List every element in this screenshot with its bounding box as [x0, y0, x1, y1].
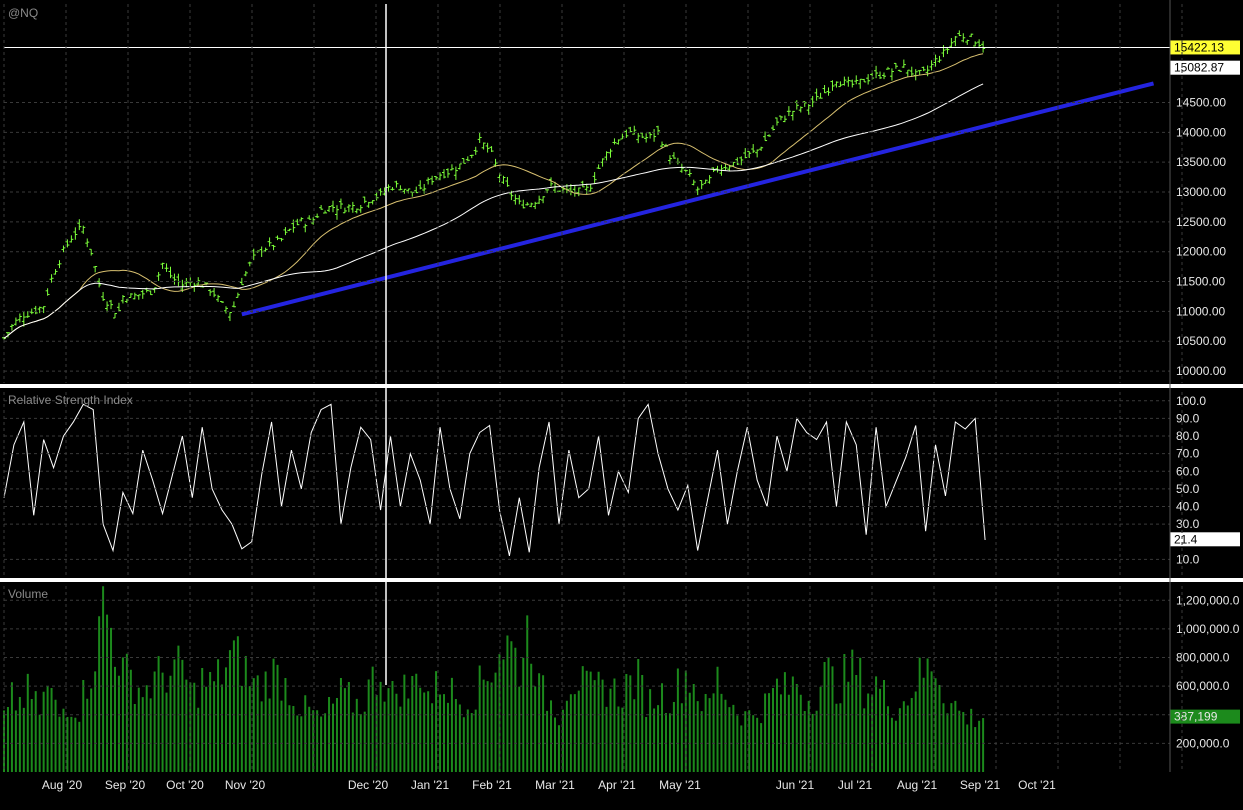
rsi-last-label: 21.4 [1174, 532, 1198, 546]
volume-title: Volume [8, 587, 48, 601]
last-price-label: 15422.13 [1174, 40, 1224, 54]
ma-label: 15082.87 [1174, 61, 1224, 75]
volume-badge [1170, 709, 1240, 724]
ma-badge [1170, 60, 1240, 75]
volume-axis-label: 800,000.0 [1176, 651, 1230, 665]
last-price-badge [1170, 40, 1240, 55]
volume-last-label: 387,199 [1174, 710, 1218, 724]
x-tick-label: Feb '21 [472, 778, 512, 792]
price-title: @NQ [8, 6, 38, 20]
volume-axis-label: 200,000.0 [1176, 736, 1230, 750]
x-tick-label: Jul '21 [838, 778, 873, 792]
price-axis-label: 11000.00 [1176, 304, 1225, 318]
rsi-axis-label: 40.0 [1176, 500, 1200, 514]
ma-slow-line [3, 83, 984, 339]
price-axis-label: 14500.00 [1176, 95, 1226, 109]
volume-axis-label: 600,000.0 [1176, 679, 1230, 693]
rsi-axis-label: 60.0 [1176, 464, 1200, 478]
x-tick-label: Apr '21 [598, 778, 636, 792]
rsi-axis-label: 50.0 [1176, 482, 1200, 496]
x-tick-label: Aug '21 [897, 778, 938, 792]
x-tick-label: May '21 [659, 778, 701, 792]
volume-axis-label: 1,200,000.0 [1176, 593, 1240, 607]
rsi-badge [1170, 532, 1240, 547]
price-axis-label: 11500.00 [1176, 275, 1225, 289]
panel-separator [0, 578, 1243, 582]
x-tick-label: Jun '21 [776, 778, 815, 792]
rsi-axis-label: 70.0 [1176, 447, 1200, 461]
price-axis-label: 13500.00 [1176, 155, 1226, 169]
x-tick-label: Sep '21 [960, 778, 1001, 792]
x-tick-label: Oct '20 [166, 778, 204, 792]
rsi-title: Relative Strength Index [8, 393, 133, 407]
panel-separator [0, 384, 1243, 388]
rsi-axis-label: 100.0 [1176, 394, 1206, 408]
x-tick-label: Jan '21 [411, 778, 450, 792]
price-axis-label: 14000.00 [1176, 125, 1226, 139]
x-axis: Aug '20 Sep '20 Oct '20 Nov '20 Dec '20 Jan '… [42, 778, 1056, 792]
rsi-axis-label: 10.0 [1176, 552, 1200, 566]
rsi-axis-label: 90.0 [1176, 411, 1200, 425]
price-axis-label: 10000.00 [1176, 364, 1226, 378]
rsi-axis-label: 80.0 [1176, 429, 1200, 443]
x-tick-label: Aug '20 [42, 778, 83, 792]
grid [3, 4, 1183, 772]
rsi-line [3, 403, 986, 556]
volume-axis-label: 1,000,000.0 [1176, 622, 1240, 636]
x-tick-label: Dec '20 [348, 778, 389, 792]
price-axis-label: 12000.00 [1176, 245, 1226, 259]
price-axis-label: 12500.00 [1176, 215, 1226, 229]
x-tick-label: Mar '21 [535, 778, 575, 792]
x-tick-label: Sep '20 [105, 778, 146, 792]
price-axis-label: 10500.00 [1176, 334, 1226, 348]
trendline[interactable] [241, 81, 1155, 317]
price-axis-label: 13000.00 [1176, 185, 1226, 199]
x-tick-label: Oct '21 [1018, 778, 1056, 792]
ma-fast-line [3, 53, 984, 339]
x-tick-label: Nov '20 [225, 778, 266, 792]
rsi-axis-label: 30.0 [1176, 517, 1200, 531]
volume-panel[interactable]: 200,000.0 600,000.0 800,000.0 1,000,000.0 1,… [3, 586, 1240, 772]
